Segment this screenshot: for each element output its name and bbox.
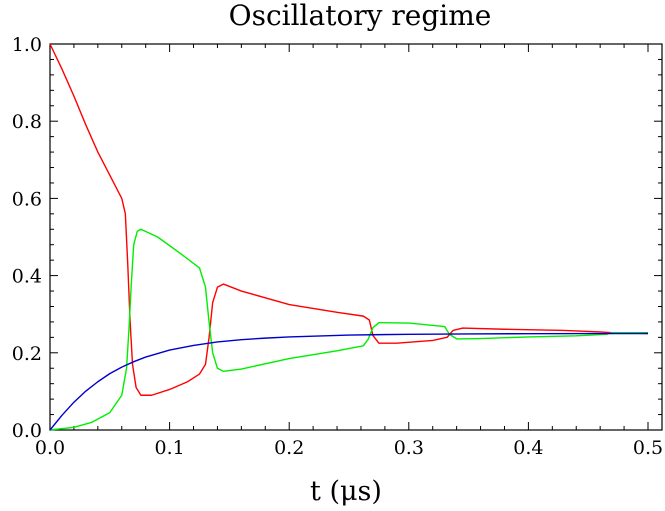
y-tick-label: 0.2 <box>12 343 42 365</box>
x-tick-label: 0.0 <box>35 437 65 459</box>
green-series-line <box>49 228 648 431</box>
y-tick-label: 1.0 <box>12 34 42 56</box>
y-tick-label: 0.4 <box>12 266 42 288</box>
x-tick-label: 0.2 <box>274 437 304 459</box>
x-tick-label: 0.5 <box>633 437 663 459</box>
y-tick-label: 0.8 <box>12 111 42 133</box>
y-axis: 0.0 0.2 0.4 0.6 0.8 1.0 <box>12 34 662 442</box>
x-tick-label: 0.1 <box>154 437 184 459</box>
y-tick-label: 0.6 <box>12 188 42 210</box>
y-tick-label: 0.0 <box>12 420 42 442</box>
x-tick-label: 0.3 <box>394 437 424 459</box>
x-tick-label: 0.4 <box>513 437 543 459</box>
chart-title: Oscillatory regime <box>229 0 492 32</box>
series-layer <box>49 43 649 431</box>
plot-frame <box>49 43 663 431</box>
x-axis-label: t (μs) <box>310 476 382 507</box>
x-axis: 0.0 0.1 0.2 0.3 0.4 0.5 <box>35 44 663 459</box>
blue-series-line <box>49 332 649 431</box>
red-series-line <box>49 43 649 396</box>
